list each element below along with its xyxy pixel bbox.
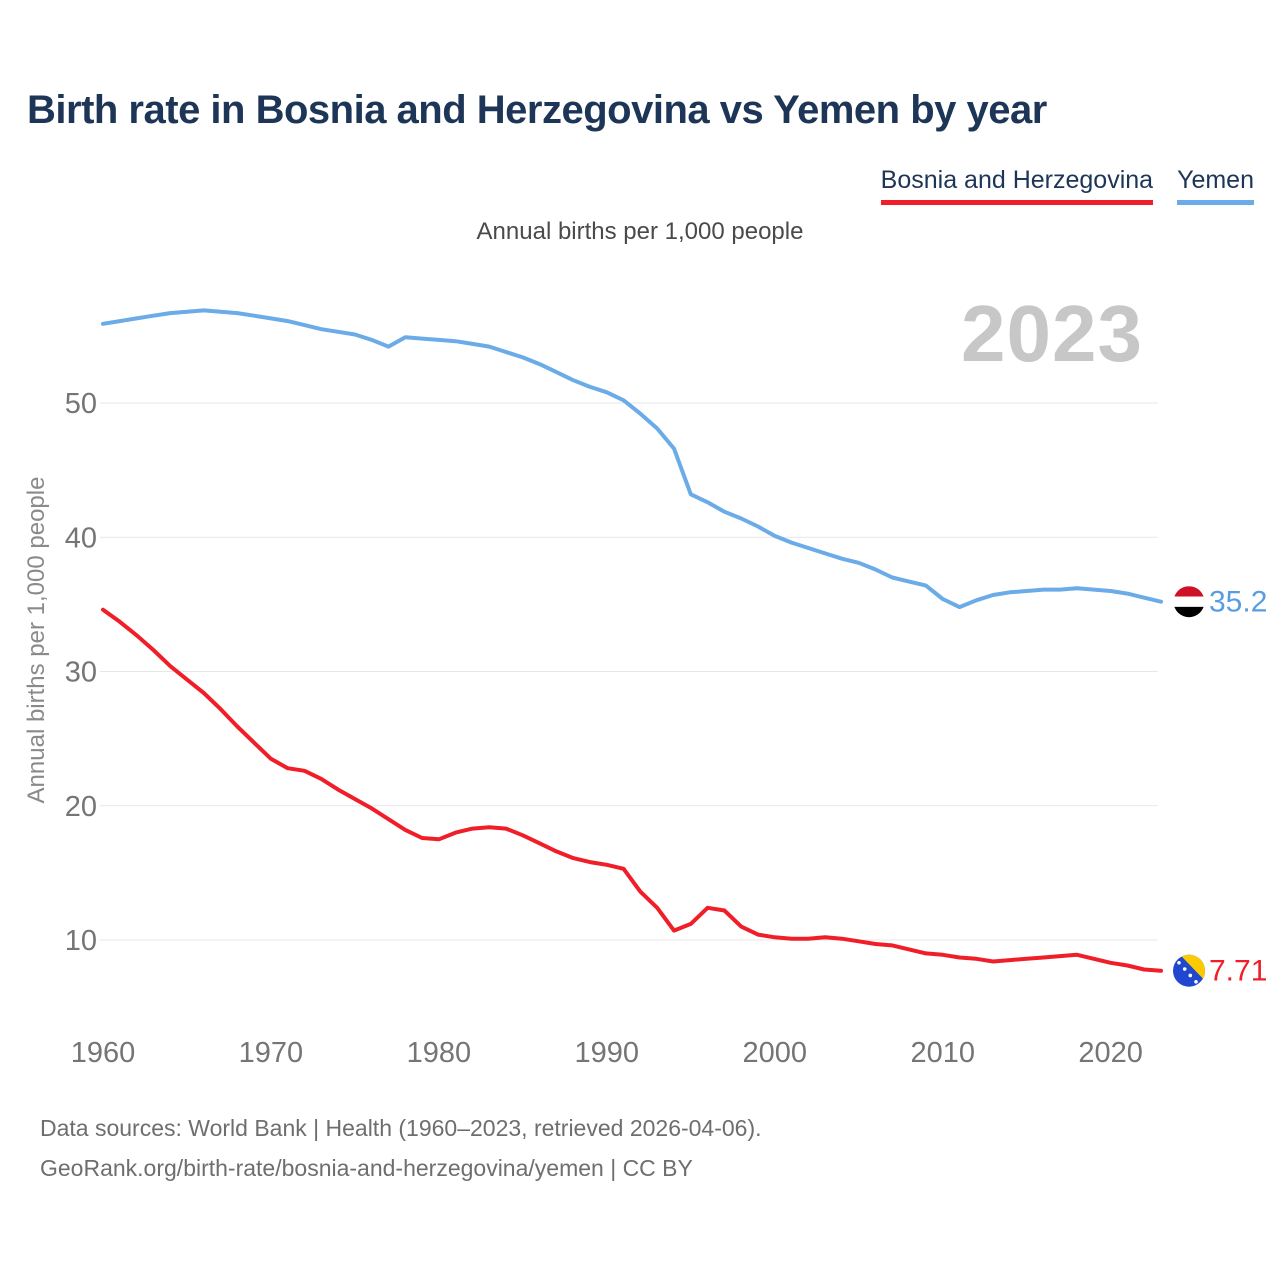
- y-tick-10: 10: [65, 925, 97, 957]
- footer-attribution-link[interactable]: GeoRank.org/birth-rate/bosnia-and-herzeg…: [40, 1155, 693, 1182]
- end-value-label-yemen: 35.2: [1209, 586, 1267, 619]
- legend-item-bosnia-and-herzegovina[interactable]: Bosnia and Herzegovina: [880, 166, 1154, 205]
- page-title: Birth rate in Bosnia and Herzegovina vs …: [27, 88, 1047, 132]
- y-tick-50: 50: [65, 388, 97, 420]
- y-tick-40: 40: [65, 522, 97, 554]
- x-tick-2020: 2020: [1078, 1037, 1143, 1069]
- end-value-label-bosnia-and-herzegovina: 7.71: [1209, 955, 1267, 988]
- footer-sources: Data sources: World Bank | Health (1960–…: [40, 1115, 762, 1141]
- y-axis-title: Annual births per 1,000 people: [23, 477, 50, 804]
- y-tick-30: 30: [65, 657, 97, 689]
- x-tick-1990: 1990: [575, 1037, 640, 1069]
- x-tick-2000: 2000: [742, 1037, 807, 1069]
- flag-icon-bosnia-and-herzegovina: [1173, 954, 1205, 987]
- chart-subtitle: Annual births per 1,000 people: [476, 218, 804, 245]
- x-tick-1960: 1960: [71, 1037, 136, 1069]
- flag-icon-yemen: [1173, 586, 1205, 618]
- footer: Data sources: World Bank | Health (1960–…: [40, 1108, 762, 1189]
- series-line-yemen: [101, 308, 1163, 610]
- y-tick-20: 20: [65, 791, 97, 823]
- x-tick-1980: 1980: [407, 1037, 472, 1069]
- legend-item-yemen[interactable]: Yemen: [1177, 166, 1254, 205]
- x-tick-2010: 2010: [910, 1037, 975, 1069]
- x-tick-1970: 1970: [239, 1037, 304, 1069]
- series-line-bosnia-and-herzegovina: [101, 607, 1163, 973]
- watermark-year: 2023: [961, 289, 1143, 378]
- legend: Bosnia and Herzegovina Yemen: [880, 166, 1254, 205]
